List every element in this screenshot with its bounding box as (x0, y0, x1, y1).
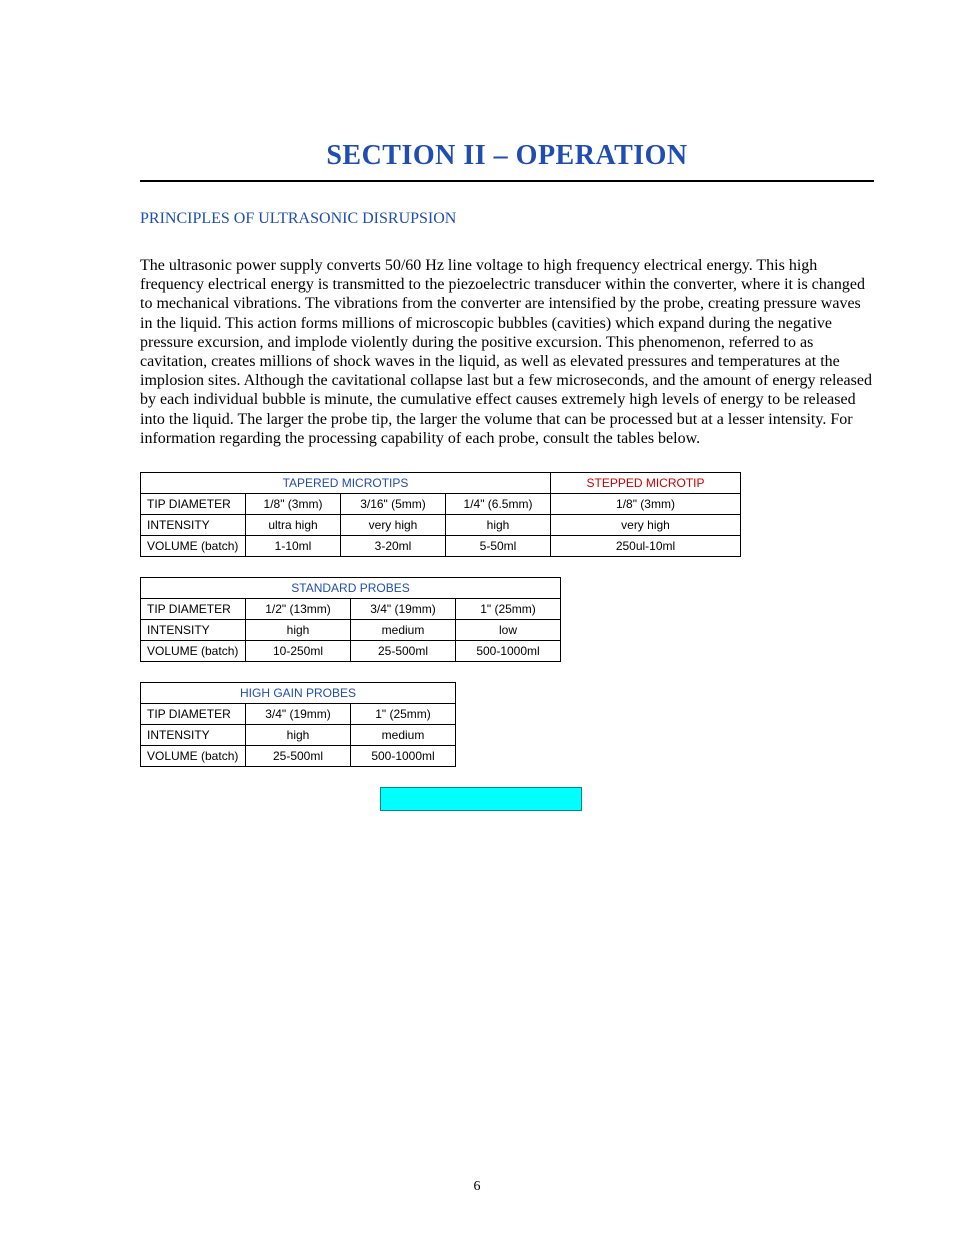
cell: 1/8" (3mm) (551, 493, 741, 514)
cell: 1/8" (3mm) (246, 493, 341, 514)
title-rule (140, 180, 874, 182)
table-row: VOLUME (batch) 10-250ml 25-500ml 500-100… (141, 640, 561, 661)
page-number: 6 (0, 1179, 954, 1195)
cell: 1/4" (6.5mm) (446, 493, 551, 514)
row-label-volume: VOLUME (batch) (141, 535, 246, 556)
cell: high (246, 724, 351, 745)
row-label-intensity: INTENSITY (141, 724, 246, 745)
microtips-table: TAPERED MICROTIPS STEPPED MICROTIP TIP D… (140, 472, 741, 557)
cell: 1" (25mm) (456, 598, 561, 619)
cell: 25-500ml (351, 640, 456, 661)
row-label-tip: TIP DIAMETER (141, 703, 246, 724)
cell: 10-250ml (246, 640, 351, 661)
cell: 3-20ml (341, 535, 446, 556)
table-row: TIP DIAMETER 3/4" (19mm) 1" (25mm) (141, 703, 456, 724)
cell: 5-50ml (446, 535, 551, 556)
standard-probes-header: STANDARD PROBES (141, 577, 561, 598)
cell: high (446, 514, 551, 535)
table-row: TIP DIAMETER 1/2" (13mm) 3/4" (19mm) 1" … (141, 598, 561, 619)
table-row: STANDARD PROBES (141, 577, 561, 598)
table-row: VOLUME (batch) 25-500ml 500-1000ml (141, 745, 456, 766)
row-label-intensity: INTENSITY (141, 514, 246, 535)
row-label-volume: VOLUME (batch) (141, 640, 246, 661)
row-label-volume: VOLUME (batch) (141, 745, 246, 766)
cell: 1/2" (13mm) (246, 598, 351, 619)
cell: 25-500ml (246, 745, 351, 766)
cyan-highlight-box (380, 787, 582, 811)
table-row: INTENSITY high medium low (141, 619, 561, 640)
high-gain-probes-header: HIGH GAIN PROBES (141, 682, 456, 703)
cell: ultra high (246, 514, 341, 535)
cell: medium (351, 619, 456, 640)
cell: medium (351, 724, 456, 745)
cell: low (456, 619, 561, 640)
page: SECTION II – OPERATION PRINCIPLES OF ULT… (0, 0, 954, 1235)
cell: high (246, 619, 351, 640)
cell: very high (341, 514, 446, 535)
row-label-tip: TIP DIAMETER (141, 598, 246, 619)
cell: very high (551, 514, 741, 535)
table-row: VOLUME (batch) 1-10ml 3-20ml 5-50ml 250u… (141, 535, 741, 556)
row-label-intensity: INTENSITY (141, 619, 246, 640)
high-gain-probes-table: HIGH GAIN PROBES TIP DIAMETER 3/4" (19mm… (140, 682, 456, 767)
cell: 3/4" (19mm) (351, 598, 456, 619)
table-row: INTENSITY ultra high very high high very… (141, 514, 741, 535)
principles-subhead: PRINCIPLES OF ULTRASONIC DISRUPSION (140, 210, 874, 228)
cell: 500-1000ml (456, 640, 561, 661)
cell: 1" (25mm) (351, 703, 456, 724)
stepped-microtip-header: STEPPED MICROTIP (551, 472, 741, 493)
standard-probes-table: STANDARD PROBES TIP DIAMETER 1/2" (13mm)… (140, 577, 561, 662)
body-paragraph: The ultrasonic power supply converts 50/… (140, 256, 874, 448)
cell: 3/4" (19mm) (246, 703, 351, 724)
table-row: HIGH GAIN PROBES (141, 682, 456, 703)
tapered-microtips-header: TAPERED MICROTIPS (141, 472, 551, 493)
table-row: TAPERED MICROTIPS STEPPED MICROTIP (141, 472, 741, 493)
section-title: SECTION II – OPERATION (140, 140, 874, 172)
table-row: TIP DIAMETER 1/8" (3mm) 3/16" (5mm) 1/4"… (141, 493, 741, 514)
cell: 3/16" (5mm) (341, 493, 446, 514)
cell: 250ul-10ml (551, 535, 741, 556)
cell: 500-1000ml (351, 745, 456, 766)
cell: 1-10ml (246, 535, 341, 556)
row-label-tip: TIP DIAMETER (141, 493, 246, 514)
table-row: INTENSITY high medium (141, 724, 456, 745)
